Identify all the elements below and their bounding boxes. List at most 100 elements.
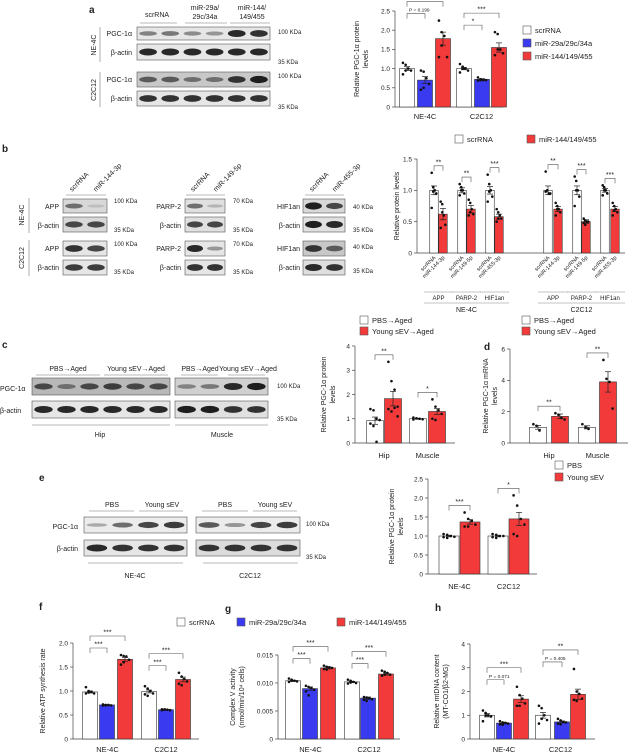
legend-label: PBS→Aged [534,316,574,325]
data-point [388,673,392,676]
data-point [369,422,372,425]
mw-marker: 40 KDa [353,245,374,251]
y-axis-label: Relative PGC-1α protein [389,488,396,564]
data-point [445,55,449,59]
data-point [442,535,445,539]
blot-band [205,31,224,36]
data-point [180,675,183,678]
bar [99,704,115,740]
legend-swatch [522,51,532,61]
data-point [463,511,466,514]
blot-row-label: PARP-2 [156,204,181,211]
data-point [122,654,125,658]
blot-band [86,544,108,552]
y-tick-label: 3 [461,665,465,672]
data-point [611,214,615,217]
blot-band [187,245,203,252]
data-point [330,666,334,670]
blot-band [138,544,159,552]
blot-strip [62,240,108,257]
blot-band [34,406,53,413]
blot-row-label: β-actin [279,223,300,230]
blot-column-header: 29c/34a [193,14,218,21]
data-point [563,418,566,421]
data-point [443,34,446,38]
significance-bracket [448,505,471,511]
significance-bracket [542,649,579,655]
data-point [90,690,93,694]
blot-strip [302,259,346,276]
chart-c: 0 1 2 3 4 Relative PGC-1α protein levels Hip ** M… [321,315,455,460]
blot-band [305,220,322,229]
legend-label: Young sEV→Aged [372,327,434,336]
data-point [437,19,441,22]
panel-label-g: g [225,604,231,615]
significance-label: *** [455,499,463,506]
blot-band [276,521,298,529]
data-point [496,217,500,220]
data-point [401,73,405,76]
blot-band [326,221,343,228]
blot-row-label: PARP-2 [156,246,181,253]
blot-strip [184,216,226,233]
data-point [532,422,535,426]
significance-bracket [406,13,426,19]
cell-line-label: NE-4C [124,573,145,580]
data-point [471,212,475,216]
data-point [582,221,586,225]
data-point [578,692,581,696]
y-tick-label: 2.5 [414,476,423,483]
data-point [404,63,407,67]
blot-band [224,544,246,552]
blot-strip [83,539,188,557]
blot-band [198,522,220,528]
data-point [166,708,169,712]
y-axis-label: levels [398,517,405,535]
significance-label: *** [356,657,364,664]
blot-column-header: scrRNA [189,171,211,193]
group-label: Hip [543,451,554,460]
data-point [125,655,128,658]
legend-label: PBS→Aged [372,316,412,325]
data-point [559,722,562,726]
data-point [387,360,390,364]
bar [474,79,490,108]
data-point [612,204,616,208]
group-label: NE-4C [493,745,516,754]
data-point [537,722,541,725]
blot-band [183,31,202,36]
data-point [180,683,183,687]
mw-marker: 35 KDa [278,60,299,66]
blot-column-header: PBS→Aged [181,366,218,373]
data-point [518,693,521,697]
y-tick-label: 0 [269,736,273,743]
data-point [487,182,491,186]
chart-a: 0 0.5 1.0 1.5 2.0 2.5 Relative PGC-1α protein l… [354,0,593,121]
mw-marker: 35 KDa [114,228,135,234]
significance-bracket [148,653,184,659]
data-point [354,681,358,685]
section-label: NE-4C [456,307,477,314]
y-tick-label: 1 [461,713,465,720]
blot-band [149,383,168,390]
data-point [430,206,434,210]
blot-band [305,264,322,271]
data-point [412,416,415,419]
data-point [328,666,331,669]
group-label: NE-4C [448,582,471,591]
significance-label: ** [436,159,442,166]
blot-row-label: β-actin [111,96,132,103]
bar [378,673,394,740]
bar [554,721,570,740]
blot-band [65,245,83,252]
blot-band [223,383,243,390]
mw-marker: 35 KDa [278,105,299,111]
legend-label: miR-29a/29c/34a [249,618,307,627]
blot-band [161,76,180,83]
data-point [494,533,498,537]
data-point [575,699,578,703]
data-point [127,658,131,662]
group-label: PARP-2 [571,296,593,302]
data-point [466,69,470,72]
